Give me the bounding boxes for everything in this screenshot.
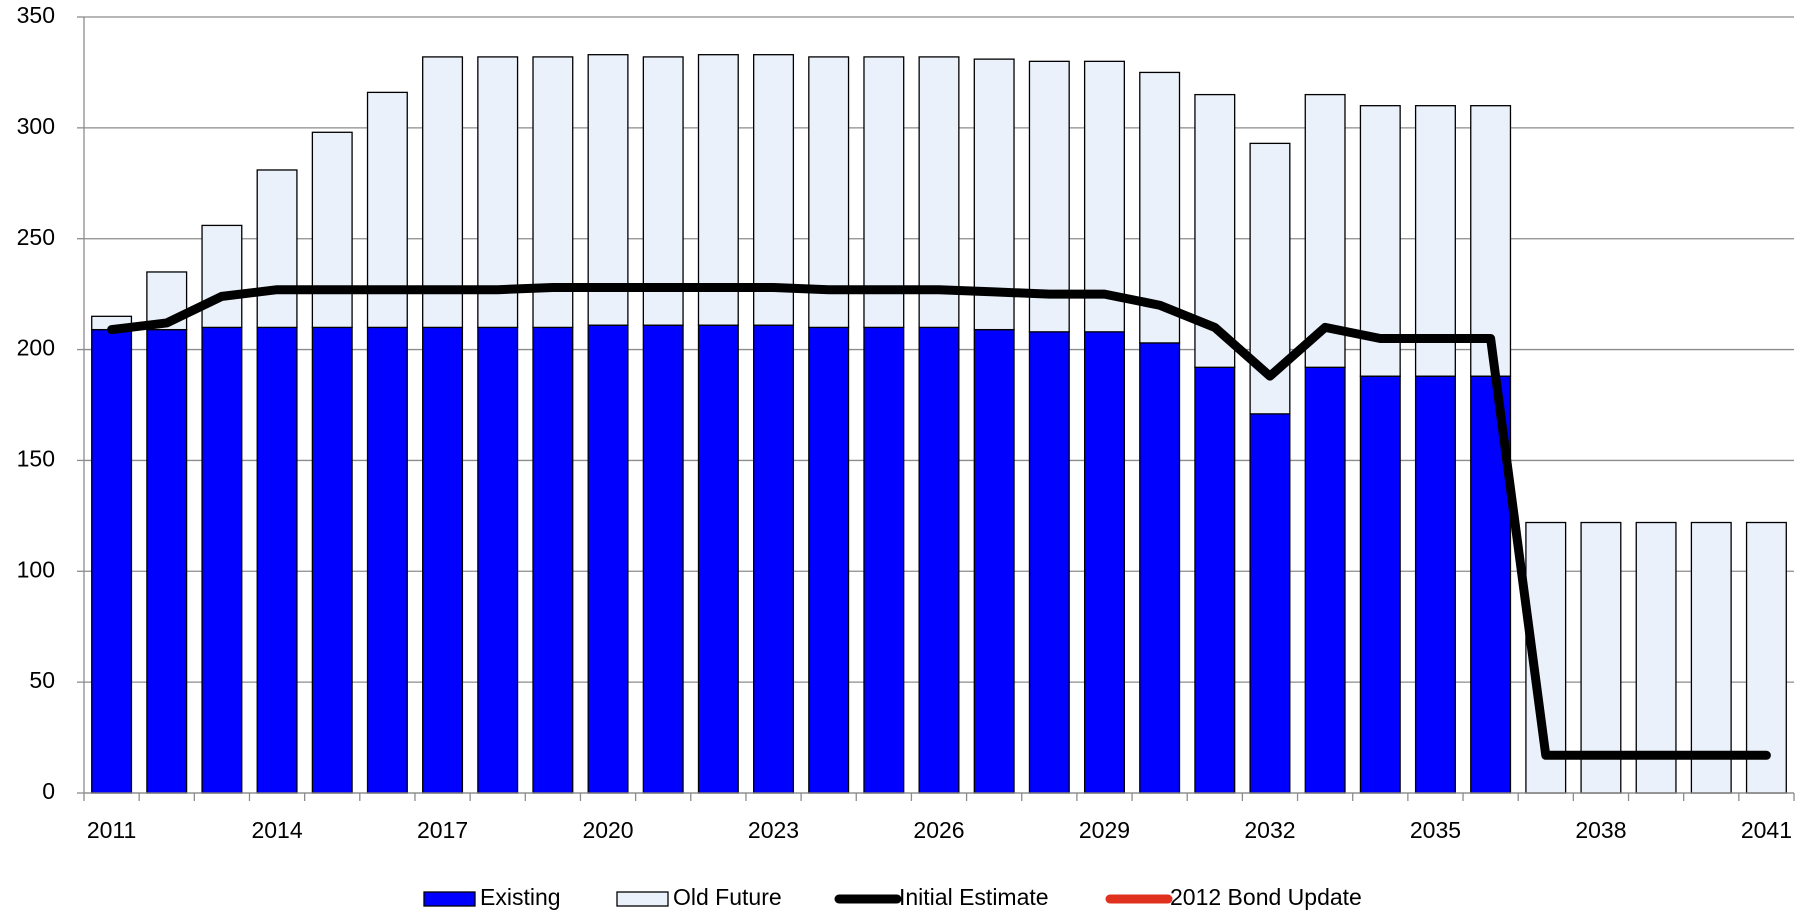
bar-segment	[1745, 521, 1787, 794]
bar-segment	[1249, 413, 1291, 794]
y-tick-label: 100	[17, 556, 55, 582]
bar-segment	[91, 328, 133, 794]
x-tick-label: 2023	[748, 817, 799, 843]
bar-segment	[1028, 60, 1070, 333]
bar-segment	[1083, 331, 1125, 794]
y-tick-label: 300	[17, 113, 55, 139]
legend-label: Initial Estimate	[899, 884, 1049, 910]
y-tick-label: 0	[42, 778, 55, 804]
bar-segment	[477, 326, 519, 794]
bar-segment	[973, 328, 1015, 794]
legend-label: 2012 Bond Update	[1170, 884, 1362, 910]
x-tick-label: 2011	[87, 817, 136, 843]
bar-segment	[1414, 375, 1456, 794]
bar-segment	[201, 326, 243, 794]
bar-segment	[1304, 93, 1346, 368]
bar-segment	[532, 326, 574, 794]
x-tick-label: 2017	[417, 817, 468, 843]
bar-segment	[1580, 521, 1622, 794]
bar-segment	[422, 56, 464, 329]
y-tick-label: 150	[17, 446, 55, 472]
x-tick-label: 2014	[251, 817, 302, 843]
bar-segment	[422, 326, 464, 794]
bar-segment	[477, 56, 519, 329]
bar-segment	[256, 169, 298, 329]
legend-swatch	[616, 891, 669, 907]
x-tick-label: 2041	[1741, 817, 1792, 843]
x-tick-label: 2035	[1410, 817, 1461, 843]
bar-segment	[532, 56, 574, 329]
legend-label: Existing	[480, 884, 561, 910]
bar-segment	[863, 326, 905, 794]
bar-segment	[863, 56, 905, 329]
x-tick-label: 2020	[582, 817, 633, 843]
bar-segment	[753, 54, 795, 326]
bar-segment	[256, 326, 298, 794]
bar-segment	[146, 328, 188, 794]
line-series	[107, 282, 1771, 760]
y-tick-label: 250	[17, 224, 55, 250]
bar-segment	[587, 324, 629, 794]
bar-segment	[1414, 105, 1456, 377]
bar-segment	[1304, 366, 1346, 794]
bar-segment	[1139, 71, 1181, 344]
bar-segment	[1139, 342, 1181, 794]
bar-segment	[1470, 105, 1512, 377]
y-tick-label: 200	[17, 335, 55, 361]
bar-segment	[808, 326, 850, 794]
bar-segment	[697, 54, 739, 326]
legend-label: Old Future	[673, 884, 782, 910]
bar-segment	[918, 56, 960, 329]
legend-swatch	[423, 891, 476, 907]
x-tick-label: 2038	[1575, 817, 1626, 843]
bar-segment	[1359, 105, 1401, 377]
bar-segment	[642, 56, 684, 326]
bar-segment	[973, 58, 1015, 331]
bar-segment	[808, 56, 850, 329]
y-tick-label: 50	[29, 667, 55, 693]
bar-segment	[753, 324, 795, 794]
bar-segment	[1359, 375, 1401, 794]
x-tick-label: 2026	[913, 817, 964, 843]
bar-segment	[201, 224, 243, 329]
bar-segment	[1194, 366, 1236, 794]
bar-segment	[1028, 331, 1070, 794]
bar-segment	[587, 54, 629, 326]
bar-segment	[366, 326, 408, 794]
bar-segment	[697, 324, 739, 794]
x-tick-label: 2029	[1079, 817, 1130, 843]
bar-segment	[1635, 521, 1677, 794]
bar-segment	[918, 326, 960, 794]
bar-segment	[1690, 521, 1732, 794]
bar-segment	[311, 131, 353, 329]
bar-segment	[642, 324, 684, 794]
bar-segment	[311, 326, 353, 794]
y-tick-label: 350	[17, 2, 55, 28]
x-tick-label: 2032	[1244, 817, 1295, 843]
bar-segment	[1083, 60, 1125, 333]
